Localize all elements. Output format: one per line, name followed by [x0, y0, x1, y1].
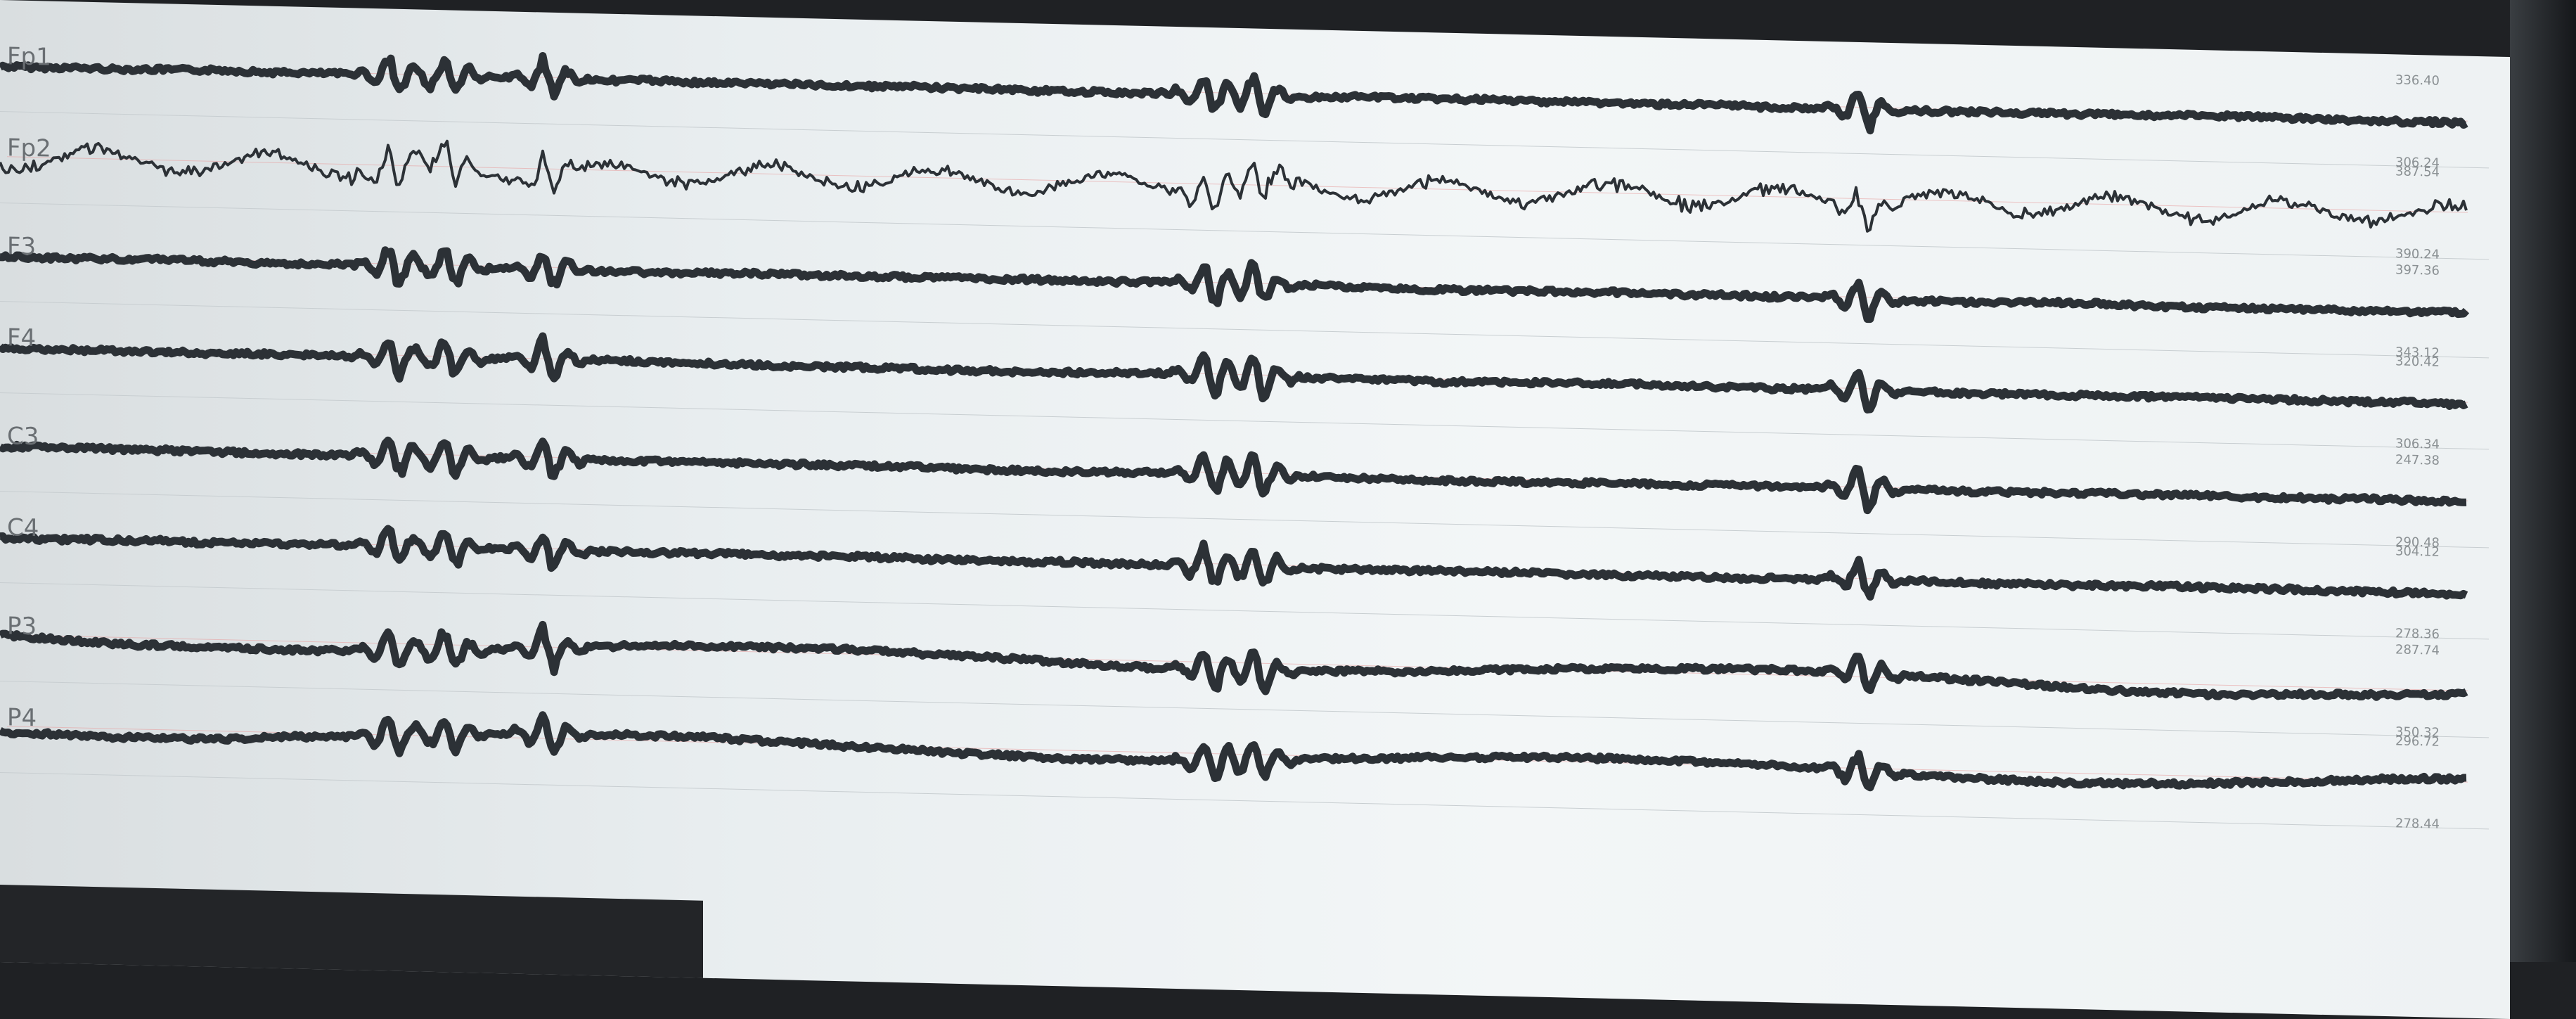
channel-label: P3: [7, 612, 37, 641]
channel-row: Fp1 336.40 306.24: [0, 14, 2489, 176]
trace-area: Fp1 336.40 306.24 Fp2 387.54 390.24 F3 397.36 34…: [0, 0, 2510, 832]
channel-row: C3 247.38 290.48: [0, 394, 2489, 556]
channel-row: P4 296.72 278.44: [0, 675, 2489, 837]
channel-row: F3 397.36 343.12: [0, 204, 2489, 366]
eeg-trace: [0, 620, 2468, 701]
scale-upper-value: 320.42: [2395, 354, 2440, 370]
channel-label: F3: [7, 232, 37, 262]
eeg-trace: [0, 139, 2468, 233]
eeg-waveform: [0, 620, 2468, 701]
channel-row: P3 287.74 350.32: [0, 584, 2489, 745]
eeg-trace: [0, 52, 2468, 135]
scale-lower-value: 278.44: [2395, 816, 2440, 832]
scale-upper-value: 304.12: [2395, 544, 2440, 560]
channel-label: P4: [7, 703, 37, 733]
scale-upper-value: 387.54: [2395, 164, 2440, 180]
monitor-bezel-right: [2510, 0, 2576, 962]
scale-upper-value: 247.38: [2395, 452, 2440, 468]
scale-upper-value: 397.36: [2395, 262, 2440, 278]
scale-upper-value: 287.74: [2395, 642, 2440, 658]
channel-label: C4: [7, 513, 39, 543]
eeg-trace: [0, 711, 2468, 792]
eeg-trace: [0, 436, 2468, 515]
eeg-trace: [0, 525, 2468, 601]
eeg-waveform: [0, 436, 2468, 515]
eeg-waveform: [0, 52, 2468, 135]
eeg-viewer-screen: Fp1 336.40 306.24 Fp2 387.54 390.24 F3 397.36 34…: [0, 0, 2510, 1019]
eeg-waveform: [0, 525, 2468, 601]
scale-upper-value: 296.72: [2395, 733, 2440, 750]
channel-label: F4: [7, 323, 37, 353]
eeg-trace: [0, 332, 2468, 414]
channel-label: Fp1: [7, 42, 51, 72]
channel-row: C4 304.12 278.36: [0, 485, 2489, 647]
channel-row: Fp2 387.54 390.24: [0, 105, 2489, 267]
eeg-waveform: [0, 139, 2468, 233]
eeg-waveform: [0, 332, 2468, 414]
monitor-bezel-bottom: [0, 885, 703, 978]
scale-upper-value: 336.40: [2395, 72, 2440, 89]
channel-label: C3: [7, 422, 39, 451]
eeg-waveform: [0, 246, 2470, 323]
channel-row: F4 320.42 306.34: [0, 295, 2489, 457]
eeg-waveform: [0, 711, 2468, 792]
eeg-trace: [0, 246, 2470, 323]
channel-label: Fp2: [7, 134, 51, 163]
